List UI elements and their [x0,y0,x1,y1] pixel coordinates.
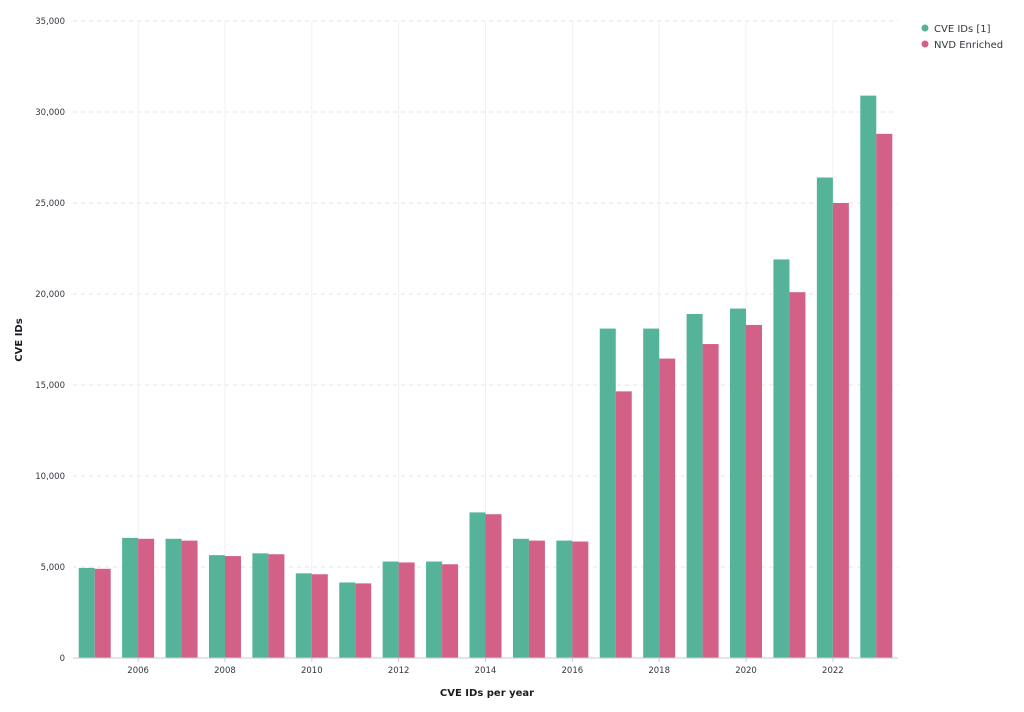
bar-nvd-enriched[interactable] [832,203,849,658]
x-axis-title: CVE IDs per year [440,688,534,699]
bar-cve-ids[interactable] [426,561,443,658]
bar-nvd-enriched[interactable] [702,344,719,658]
legend-label[interactable]: CVE IDs [1] [934,24,991,35]
axes-layer: 0 5,000 10,000 15,000 20,000 25,000 30,000 35,0… [35,17,898,676]
x-tick-label: 2008 [214,666,236,676]
bar-cve-ids[interactable] [512,538,529,658]
y-tick-label: 35,000 [35,17,65,27]
bar-nvd-enriched[interactable] [876,133,893,659]
bar-nvd-enriched[interactable] [138,538,155,658]
bar-cve-ids[interactable] [382,561,399,658]
bar-cve-ids[interactable] [599,328,616,658]
bar-cve-ids[interactable] [208,555,225,658]
legend-swatch [921,40,929,48]
legend: CVE IDs [1] NVD Enriched [921,24,1003,51]
x-tick-label: 2018 [648,666,670,676]
x-tick-label: 2022 [822,666,844,676]
bar-cve-ids[interactable] [252,553,269,658]
bar-cve-ids[interactable] [686,314,703,658]
legend-swatch [921,24,929,32]
x-tick-label: 2016 [562,666,584,676]
x-tick-label: 2020 [735,666,757,676]
bar-cve-ids[interactable] [816,177,833,658]
y-axis-title: CVE IDs [14,318,25,361]
bar-cve-ids[interactable] [122,537,139,658]
bar-nvd-enriched[interactable] [94,568,111,658]
bar-nvd-enriched[interactable] [355,583,372,658]
y-tick-label: 20,000 [35,290,65,300]
bar-nvd-enriched[interactable] [398,562,415,658]
bar-nvd-enriched[interactable] [528,540,545,658]
bar-nvd-enriched[interactable] [311,574,328,658]
bar-nvd-enriched[interactable] [268,554,285,658]
bar-nvd-enriched[interactable] [572,541,589,658]
bar-cve-ids[interactable] [295,573,312,658]
bar-cve-ids[interactable] [556,540,573,658]
x-tick-label: 2012 [388,666,410,676]
y-tick-label: 5,000 [41,563,65,573]
bar-nvd-enriched[interactable] [789,292,806,658]
legend-label[interactable]: NVD Enriched [934,40,1003,51]
bar-nvd-enriched[interactable] [224,556,241,658]
y-tick-label: 25,000 [35,199,65,209]
y-tick-label: 30,000 [35,108,65,118]
bar-nvd-enriched[interactable] [485,514,502,658]
y-tick-label: 10,000 [35,472,65,482]
x-tick-label: 2006 [127,666,149,676]
y-tick-label: 15,000 [35,381,65,391]
y-tick-label: 0 [60,654,65,664]
bars-layer [78,95,893,659]
bar-cve-ids[interactable] [78,567,95,658]
bar-cve-ids[interactable] [469,512,486,658]
bar-cve-ids[interactable] [165,538,182,658]
bar-nvd-enriched[interactable] [746,324,763,658]
bar-cve-ids[interactable] [730,308,747,658]
bar-cve-ids[interactable] [860,95,877,659]
bar-nvd-enriched[interactable] [659,358,676,658]
bar-cve-ids[interactable] [773,259,790,658]
bar-cve-ids[interactable] [339,582,356,658]
bar-cve-ids[interactable] [643,328,660,658]
x-tick-label: 2010 [301,666,323,676]
bar-nvd-enriched[interactable] [442,564,459,658]
bar-nvd-enriched[interactable] [615,391,632,658]
x-tick-label: 2014 [475,666,497,676]
bar-nvd-enriched[interactable] [181,540,198,658]
